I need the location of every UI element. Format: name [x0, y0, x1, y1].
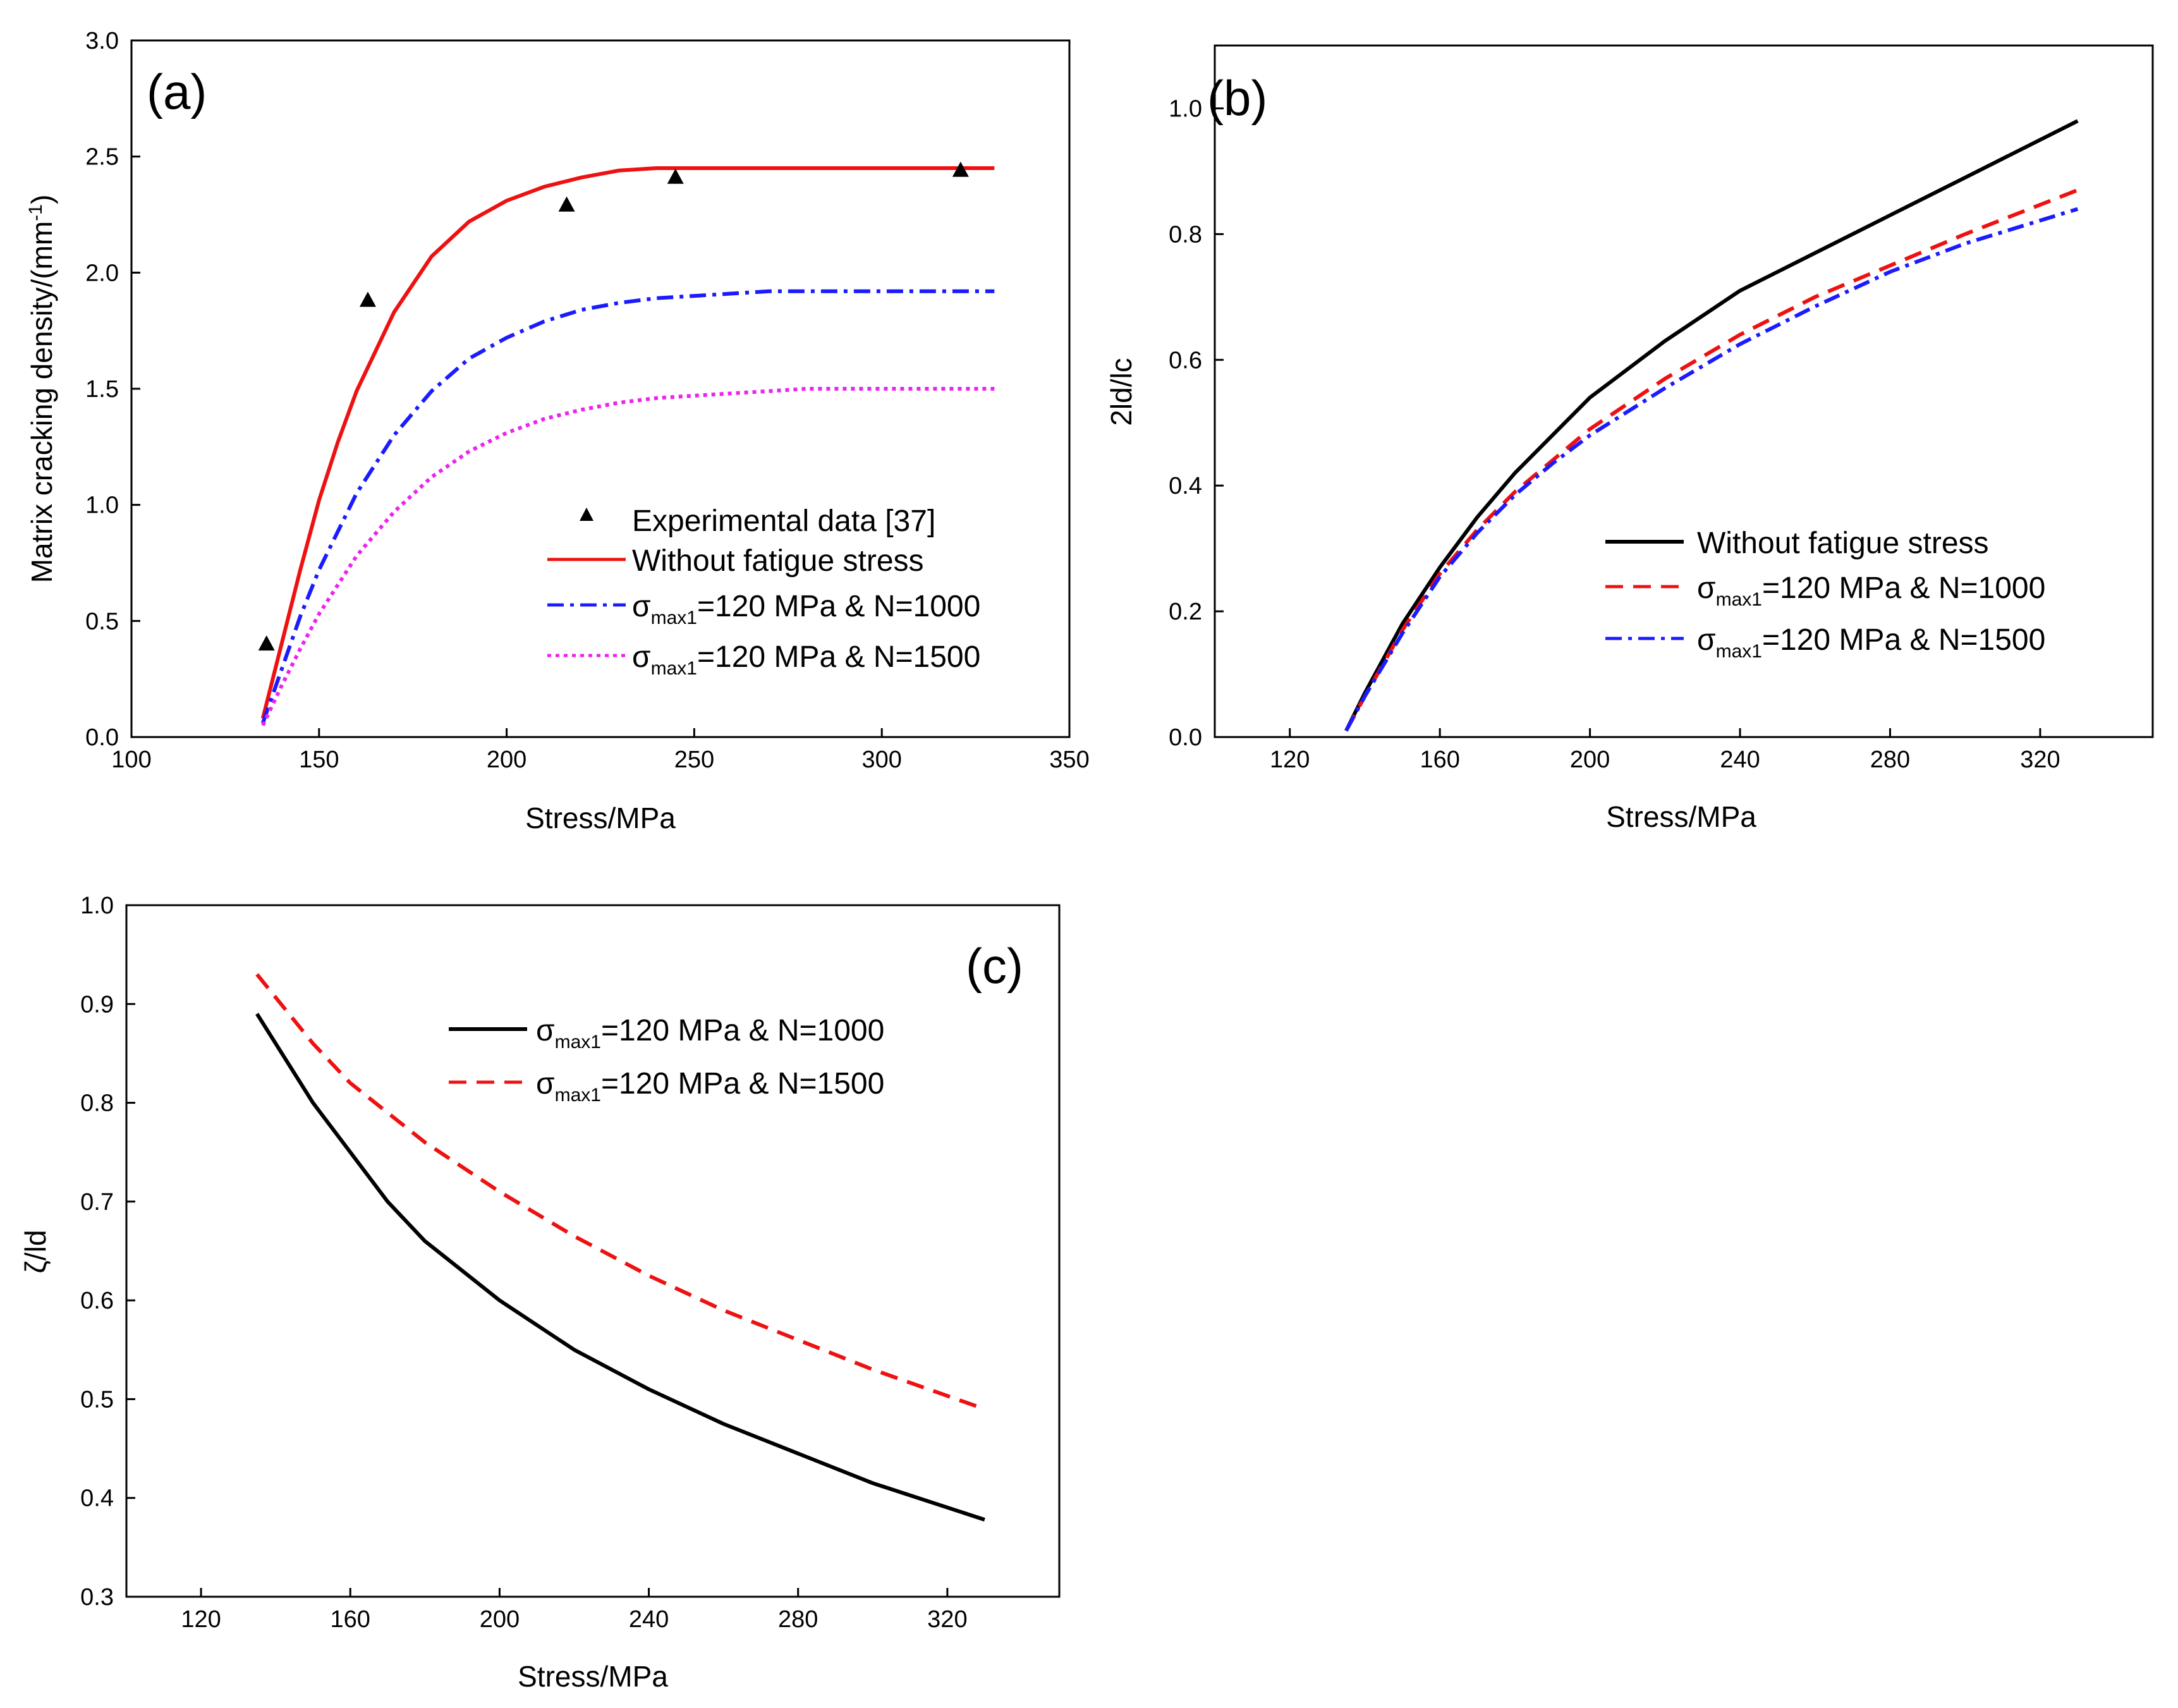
panel-a-ytick-label: 1.0	[85, 492, 119, 519]
legend-a-label-1: Without fatigue stress	[632, 544, 924, 578]
panel-a-xtick-label: 100	[111, 747, 151, 773]
panel-c-ytick-label: 0.6	[80, 1288, 114, 1314]
panel-a-data-point	[558, 196, 575, 212]
panel-b-series-0	[1344, 119, 2079, 732]
panel-c-frame	[125, 904, 1061, 1598]
legend-b-label-2: σmax1=120 MPa & N=1500	[1697, 623, 2045, 662]
panel-a-data-point	[667, 168, 684, 184]
panel-a-series-2	[261, 387, 995, 726]
panel-b-xtick-label: 240	[1720, 747, 1760, 773]
panel-a-label: (a)	[147, 64, 207, 119]
panel-c-ytick-label: 0.3	[80, 1584, 114, 1611]
panel-c-xtick-label: 200	[480, 1606, 520, 1633]
panel-c-xlabel: Stress/MPa	[518, 1660, 668, 1693]
panel-b-series-2	[1344, 207, 2079, 732]
panel-a-xtick-label: 200	[487, 747, 526, 773]
panel-a-xlabel: Stress/MPa	[525, 802, 676, 834]
panel-a-xtick-label: 250	[674, 747, 714, 773]
panel-b-frame	[1214, 44, 2154, 738]
panel-c: 120 160 200 240 280 320 0.3 0.4 0.5 0.6 0.7 0.8 0.9 1…	[19, 893, 1061, 1693]
panel-c-xtick-label: 280	[778, 1606, 818, 1633]
panel-a-ytick-label: 3.0	[85, 28, 119, 54]
panel-a: 100 150 200 250 300 3500.00.51.01.52.02.53.0 …	[25, 28, 1090, 834]
panel-a-legend: Experimental data [37] Without fatigue s…	[547, 504, 980, 679]
panel-c-ytick-label: 0.9	[80, 991, 114, 1018]
panel-b-ytick-label: 0.4	[1169, 473, 1202, 499]
panel-a-ytick-label: 1.5	[85, 376, 119, 403]
panel-c-ytick-label: 0.4	[80, 1485, 114, 1512]
panel-b-ytick-label: 0.8	[1169, 221, 1202, 248]
panel-b-series-1	[1344, 188, 2079, 732]
panel-c-label: (c)	[966, 938, 1023, 994]
panel-b-xtick-label: 320	[2020, 747, 2060, 773]
panel-a-data-point	[359, 291, 376, 307]
panel-a-series-0	[260, 166, 995, 719]
panel-b-xtick-label: 160	[1420, 747, 1459, 773]
panel-a-ytick-label: 0.0	[85, 724, 119, 751]
legend-a-marker-triangle	[580, 508, 593, 521]
panel-c-xtick-label: 160	[331, 1606, 370, 1633]
legend-b-label-1: σmax1=120 MPa & N=1000	[1697, 571, 2045, 610]
legend-b-label-0: Without fatigue stress	[1697, 527, 1989, 560]
panel-a-series-1	[260, 289, 995, 724]
panel-b-ytick-label: 0.2	[1169, 599, 1202, 625]
panel-b-label: (b)	[1207, 70, 1267, 126]
panel-b-ytick-label: 0.6	[1169, 347, 1202, 374]
panel-b-xlabel: Stress/MPa	[1606, 800, 1756, 833]
panel-a-xtick-label: 350	[1049, 747, 1089, 773]
panel-c-series-0	[255, 1013, 985, 1522]
panel-a-xtick-label: 300	[861, 747, 901, 773]
panel-b-xtick-label: 200	[1570, 747, 1610, 773]
panel-b-xtick-label: 280	[1870, 747, 1910, 773]
panel-b-ytick-label: 0.0	[1169, 724, 1202, 751]
panel-c-xtick-label: 320	[927, 1606, 967, 1633]
panel-c-ylabel: ζ/ld	[19, 1230, 52, 1274]
legend-a-label-3: σmax1=120 MPa & N=1500	[632, 640, 980, 679]
panel-c-xtick-label: 240	[629, 1606, 669, 1633]
panel-a-data-point	[952, 161, 969, 177]
panel-a-ytick-label: 2.0	[85, 260, 119, 286]
panel-c-xtick-label: 120	[181, 1606, 221, 1633]
panel-c-legend: σmax1=120 MPa & N=1000 σmax1=120 MPa & N…	[449, 1014, 884, 1106]
panel-a-ylabel: Matrix cracking density/(mm-1)	[25, 195, 58, 583]
panel-c-ytick-label: 0.5	[80, 1386, 114, 1413]
legend-c-label-0: σmax1=120 MPa & N=1000	[536, 1014, 884, 1052]
panel-a-ytick-label: 2.5	[85, 144, 119, 171]
panel-c-series-1	[255, 973, 985, 1411]
legend-a-label-2: σmax1=120 MPa & N=1000	[632, 590, 980, 628]
panel-a-frame	[130, 39, 1071, 738]
panel-b-legend: Without fatigue stress σmax1=120 MPa & N…	[1605, 527, 2045, 662]
legend-c-label-1: σmax1=120 MPa & N=1500	[536, 1067, 884, 1106]
panel-a-data-point	[258, 635, 275, 651]
panel-b-xtick-label: 120	[1270, 747, 1310, 773]
legend-a-label-0: Experimental data [37]	[632, 504, 935, 538]
panel-c-ytick-label: 0.8	[80, 1090, 114, 1117]
panel-b-ylabel: 2ld/lc	[1105, 358, 1138, 425]
panel-a-ytick-label: 0.5	[85, 608, 119, 635]
panel-a-xtick-label: 150	[299, 747, 339, 773]
panel-b-ytick-label: 1.0	[1169, 95, 1202, 122]
panel-c-ytick-label: 1.0	[80, 893, 114, 919]
panel-b: 120 160 200 240 280 320 0.0 0.2 0.4 0.6 0.8 1.0 (b)…	[1105, 44, 2154, 833]
panel-c-ytick-label: 0.7	[80, 1189, 114, 1216]
